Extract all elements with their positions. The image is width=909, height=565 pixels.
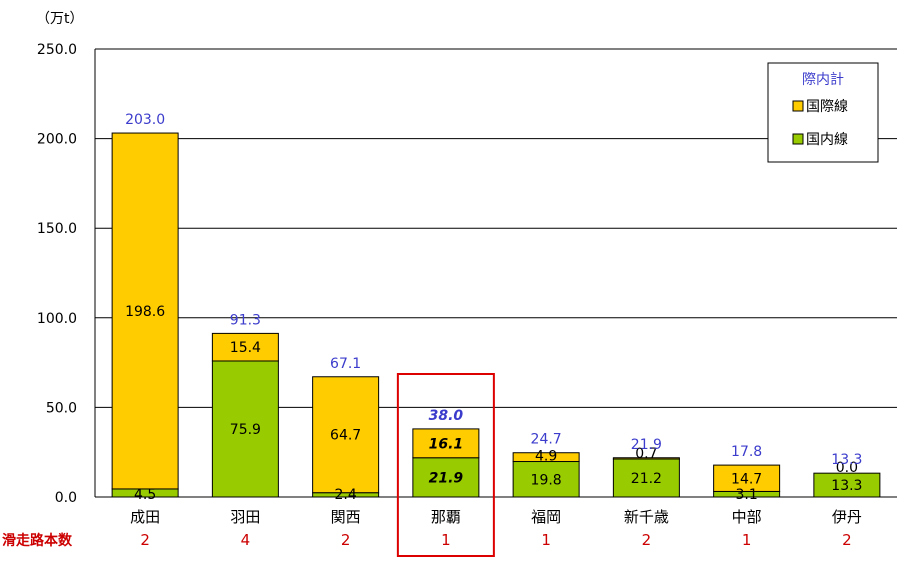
- legend-swatch: [792, 100, 804, 112]
- bar-domestic: [412, 457, 480, 498]
- label-total: 24.7: [531, 432, 562, 448]
- y-tick-label: 250.0: [37, 42, 77, 58]
- label-domestic: 75.9: [230, 422, 261, 438]
- label-total: 21.9: [631, 437, 662, 453]
- runway-count: 1: [541, 531, 551, 549]
- runway-count: 4: [241, 531, 251, 549]
- x-tick-label: 伊丹: [832, 508, 862, 526]
- gridlines: [95, 48, 897, 408]
- y-tick-label: 200.0: [37, 132, 77, 148]
- runway-count: 1: [742, 531, 752, 549]
- y-tick-label: 0.0: [55, 490, 77, 506]
- x-tick-label: 福岡: [531, 508, 561, 526]
- bar-international: [312, 376, 380, 494]
- highlight-box: [396, 373, 495, 557]
- legend-swatch: [792, 133, 804, 145]
- bars: [111, 132, 881, 498]
- x-tick-label: 羽田: [230, 508, 260, 526]
- runway-title: 滑走路本数: [2, 532, 73, 549]
- x-tick-label: 中部: [732, 508, 762, 526]
- legend-entry: 国際線: [806, 99, 848, 115]
- y-tick-label: 100.0: [37, 311, 77, 327]
- label-international: 14.7: [731, 471, 762, 487]
- label-international: 15.4: [230, 340, 261, 356]
- bar-domestic: [512, 461, 580, 498]
- label-international: 0.0: [836, 460, 858, 476]
- y-tick-label: 50.0: [46, 400, 77, 416]
- bar-international: [713, 464, 781, 492]
- labels: 4.5 198.6 203.0 成田 2 75.9 15.4 91.3 羽田 4 2.4 64.7 67…: [2, 112, 862, 557]
- bar-international: [412, 428, 480, 459]
- label-total: 91.3: [230, 312, 261, 328]
- runway-count: 2: [140, 531, 150, 549]
- bar-domestic: [211, 360, 279, 498]
- label-international: 16.1: [429, 436, 464, 452]
- y-unit-label: （万t）: [36, 11, 84, 27]
- x-tick-label: 関西: [331, 508, 361, 526]
- label-international: 4.9: [535, 449, 557, 465]
- label-international: 64.7: [330, 428, 361, 444]
- label-domestic: 13.3: [831, 478, 862, 494]
- legend-entry: 国内線: [806, 132, 848, 148]
- label-domestic: 19.8: [531, 472, 562, 488]
- bar-international: [512, 452, 580, 463]
- x-tick-label: 新千歳: [624, 508, 669, 526]
- label-total: 17.8: [731, 444, 762, 460]
- legend-total-entry: 際内計: [802, 72, 844, 88]
- runway-count: 1: [441, 531, 451, 549]
- bar-international: [612, 457, 680, 460]
- label-domestic: 21.2: [631, 471, 662, 487]
- label-total: 38.0: [429, 408, 464, 424]
- label-total: 203.0: [125, 112, 165, 128]
- label-international: 0.7: [635, 446, 657, 462]
- label-international: 198.6: [125, 304, 165, 320]
- runway-count: 2: [842, 531, 852, 549]
- bar-international: [211, 332, 279, 362]
- legend-box: [767, 62, 879, 163]
- runway-count: 2: [642, 531, 652, 549]
- label-domestic: 3.1: [735, 487, 757, 503]
- label-domestic: 4.5: [134, 487, 156, 503]
- axes: 0.0 50.0 100.0 150.0 200.0 250.0 （万t）: [36, 11, 897, 506]
- x-tick-label: 成田: [130, 508, 160, 526]
- bar-international: [111, 132, 179, 490]
- label-domestic: 21.9: [429, 470, 464, 486]
- label-domestic: 2.4: [334, 487, 356, 503]
- label-total: 67.1: [330, 356, 361, 372]
- x-tick-label: 那覇: [431, 508, 461, 526]
- label-total: 13.3: [831, 452, 862, 468]
- y-tick-label: 150.0: [37, 221, 77, 237]
- runway-count: 2: [341, 531, 351, 549]
